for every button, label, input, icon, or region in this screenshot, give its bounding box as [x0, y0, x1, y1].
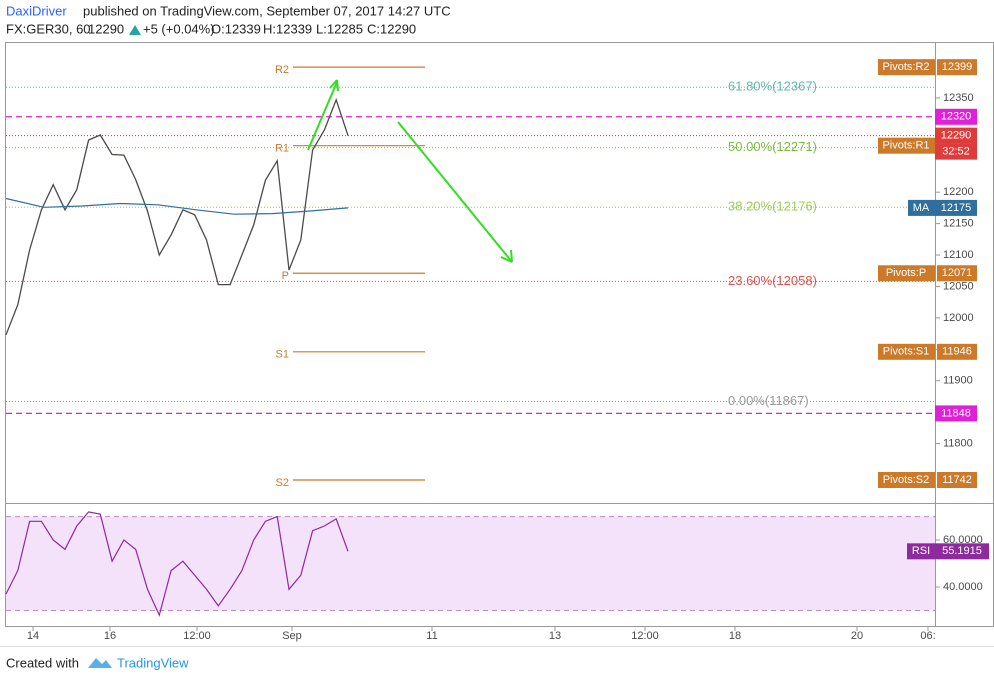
pivot-label: R2 [275, 64, 289, 76]
created-with: Created with [6, 655, 79, 670]
level-value: 11848 [941, 407, 971, 419]
y-tick-label: 12000 [943, 312, 974, 324]
pivot-value-box [937, 472, 977, 489]
pivot-tag [878, 472, 935, 489]
x-tick-label: 06: [920, 630, 935, 642]
y-tick-label: 11800 [943, 437, 973, 449]
pivot-tag [878, 265, 935, 282]
arrow-down [397, 121, 513, 263]
ma-value-box [935, 199, 977, 216]
symbol: FX:GER30, 60 [6, 21, 91, 36]
pivot-tag-label: Pivots:S2 [883, 474, 929, 486]
price-line [5, 97, 349, 336]
ma-tag-label: MA [913, 202, 930, 214]
rsi-line [5, 511, 349, 617]
x-tick-label: 16 [104, 630, 116, 642]
arrow-down-head [500, 249, 513, 263]
x-tick-label: 12:00 [631, 630, 659, 642]
high: H:12339 [263, 21, 312, 36]
pivot-value: 11946 [942, 346, 972, 358]
logo [88, 658, 112, 668]
rsi-band [6, 516, 935, 611]
fib-label: 61.80%(12367) [728, 79, 817, 94]
pivot-tag-label: Pivots:P [886, 267, 926, 279]
rsi-tag [907, 543, 935, 560]
pivot-value: 11742 [942, 474, 972, 486]
pivot-tag-label: Pivots:S1 [883, 346, 929, 358]
open: O:12339 [211, 21, 261, 36]
fib-label: 0.00%(11867) [728, 393, 809, 408]
fib-label: 38.20%(12176) [728, 199, 817, 214]
x-tick-label: 11 [426, 630, 437, 642]
pivot-value: 12071 [942, 267, 973, 279]
pivot-value-box [937, 265, 977, 282]
pivot-value-box [937, 59, 977, 76]
x-tick-label: 14 [27, 630, 39, 642]
last-price-box [935, 127, 977, 144]
published: published on TradingView.com, September … [83, 3, 451, 18]
y-tick-label: 12050 [943, 280, 974, 292]
last-price: 12290 [941, 130, 972, 142]
fib-label: 23.60%(12058) [728, 273, 817, 288]
rsi-value: 55.1915 [942, 545, 982, 557]
x-tick-label: 13 [549, 630, 561, 642]
up-arrow [129, 25, 141, 35]
x-tick-label: 20 [851, 630, 863, 642]
x-tick-label: 18 [729, 630, 741, 642]
ma-tag [908, 199, 935, 216]
x-tick-label: 12:00 [183, 630, 211, 642]
x-tick-label: Sep [282, 630, 302, 642]
brand[interactable]: TradingView [117, 655, 189, 670]
change: +5 (+0.04%) [143, 21, 215, 36]
y-tick-label: 12350 [943, 92, 974, 104]
close: C:12290 [367, 21, 416, 36]
pivot-label: P [282, 270, 289, 282]
y-tick-label: 12200 [943, 186, 974, 198]
pivot-label: S2 [276, 477, 289, 489]
y-tick-label: 12100 [943, 249, 974, 261]
pivot-tag-label: Pivots:R2 [882, 61, 929, 73]
pivot-tag-label: Pivots:R1 [882, 140, 929, 152]
low: L:12285 [316, 21, 363, 36]
rsi-value-box [935, 543, 989, 560]
ma-line [5, 197, 349, 215]
countdown-box [935, 143, 977, 160]
level-value-box [935, 108, 977, 125]
rsi-tag-label: RSI [912, 545, 930, 557]
pivot-tag [878, 59, 935, 76]
fib-label: 50.00%(12271) [728, 139, 817, 154]
level-value: 12320 [941, 111, 972, 123]
pivot-tag [878, 343, 935, 360]
pivot-label: R1 [275, 143, 289, 155]
pivot-value: 12399 [942, 61, 973, 73]
arrow-up [307, 81, 338, 151]
author[interactable]: DaxiDriver [6, 3, 67, 18]
ma-value: 12175 [941, 202, 972, 214]
countdown: 32:52 [942, 146, 970, 158]
y-tick-label: 11900 [943, 375, 973, 387]
y-tick-label: 12150 [943, 218, 974, 230]
pivot-label: S1 [276, 349, 289, 361]
last: 12290 [88, 21, 124, 36]
arrow-up-head [329, 79, 339, 92]
pivot-tag [878, 137, 935, 154]
level-value-box [935, 405, 977, 422]
rsi-tick-label: 60.0000 [943, 534, 983, 546]
rsi-tick-label: 40.0000 [943, 581, 983, 593]
plot: 1235012200121501210012050120001195011900… [5, 59, 989, 642]
pivot-value-box [937, 343, 977, 360]
